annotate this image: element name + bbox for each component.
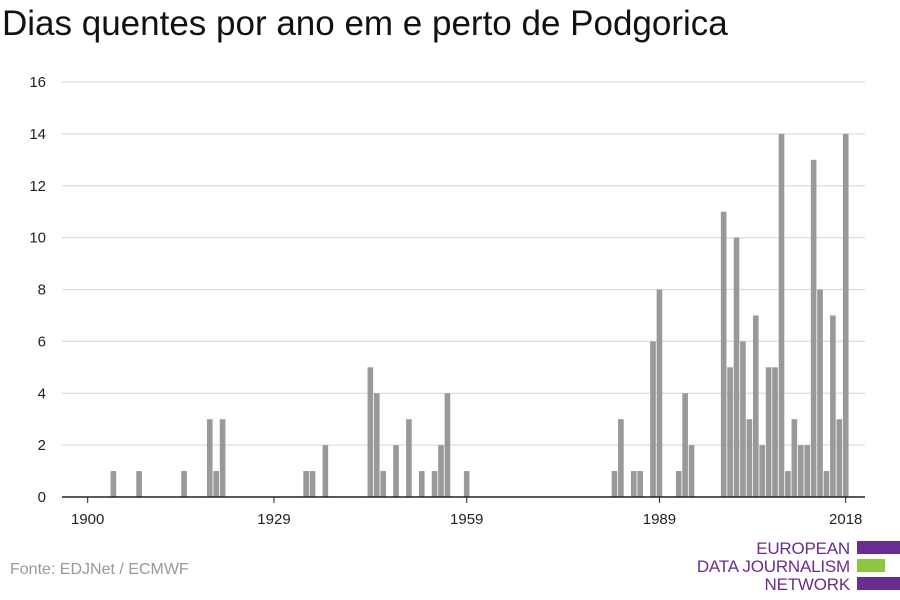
- y-tick-label: 10: [29, 230, 46, 247]
- bar: [444, 393, 451, 497]
- bar: [656, 289, 663, 497]
- bar: [618, 419, 624, 497]
- bar: [309, 471, 316, 497]
- bar: [206, 419, 213, 497]
- bar: [431, 471, 438, 497]
- bar: [797, 445, 804, 497]
- logo-line-european: EUROPEAN: [756, 539, 850, 558]
- y-tick-label: 6: [38, 333, 46, 350]
- bar: [823, 471, 830, 497]
- bar: [752, 315, 759, 497]
- source-note: Fonte: EDJNet / ECMWF: [10, 561, 189, 578]
- y-tick-label: 12: [29, 178, 46, 195]
- x-tick-label: 1959: [450, 511, 483, 528]
- bar: [418, 471, 425, 497]
- logo-bar-top: [857, 541, 900, 554]
- bar: [367, 367, 374, 497]
- bar: [733, 237, 740, 497]
- bar: [219, 419, 226, 497]
- logo-line-data-journalism: DATA JOURNALISM: [696, 557, 850, 576]
- bar: [611, 471, 618, 497]
- y-tick-label: 8: [38, 282, 46, 299]
- bar: [791, 419, 798, 497]
- bar: [380, 471, 387, 497]
- chart-title: Dias quentes por ano em e perto de Podgo…: [2, 4, 728, 43]
- y-tick-label: 14: [29, 126, 46, 143]
- bar: [438, 445, 444, 497]
- bar: [772, 367, 778, 497]
- edjnet-logo: EUROPEAN DATA JOURNALISM NETWORK: [696, 539, 900, 595]
- bar: [181, 471, 187, 497]
- bar: [682, 393, 688, 497]
- bar: [303, 471, 309, 497]
- y-tick-label: 0: [38, 489, 46, 506]
- bar: [322, 445, 329, 497]
- bar: [740, 341, 746, 497]
- bar: [630, 471, 637, 497]
- x-tick-label: 2018: [829, 511, 862, 528]
- bar: [785, 471, 791, 497]
- bar: [637, 471, 643, 497]
- logo-bar-bottom: [857, 577, 900, 590]
- bar: [830, 315, 836, 497]
- logo-line-network: NETWORK: [764, 575, 851, 594]
- x-tick-label: 1900: [71, 511, 104, 528]
- y-tick-label: 2: [38, 437, 46, 454]
- bars: [110, 133, 849, 497]
- x-tick-label: 1929: [257, 511, 290, 528]
- bar: [727, 367, 733, 497]
- bar: [759, 445, 766, 497]
- bar: [110, 471, 117, 497]
- axes: 0 2 4 6 8 10 12 14 16 1900 1929 1959 1989 2018: [29, 74, 865, 528]
- y-tick-label: 4: [38, 385, 46, 402]
- gridlines: [62, 81, 865, 446]
- bar: [463, 471, 470, 497]
- bar: [720, 211, 727, 497]
- bar: [817, 289, 823, 497]
- bar: [650, 341, 656, 497]
- bar: [836, 419, 843, 497]
- bar: [765, 367, 772, 497]
- bar: [810, 159, 817, 497]
- bar: [406, 419, 412, 497]
- bar: [842, 133, 849, 497]
- bar: [778, 133, 785, 497]
- bar: [373, 393, 380, 497]
- bar: [804, 445, 810, 497]
- x-tick-label: 1989: [643, 511, 676, 528]
- logo-bar-middle: [857, 559, 885, 572]
- bar: [688, 445, 695, 497]
- bar: [675, 471, 682, 497]
- bar: [213, 471, 219, 497]
- bar: [136, 471, 142, 497]
- bar: [746, 419, 753, 497]
- y-tick-label: 16: [29, 74, 46, 91]
- bar: [393, 445, 399, 497]
